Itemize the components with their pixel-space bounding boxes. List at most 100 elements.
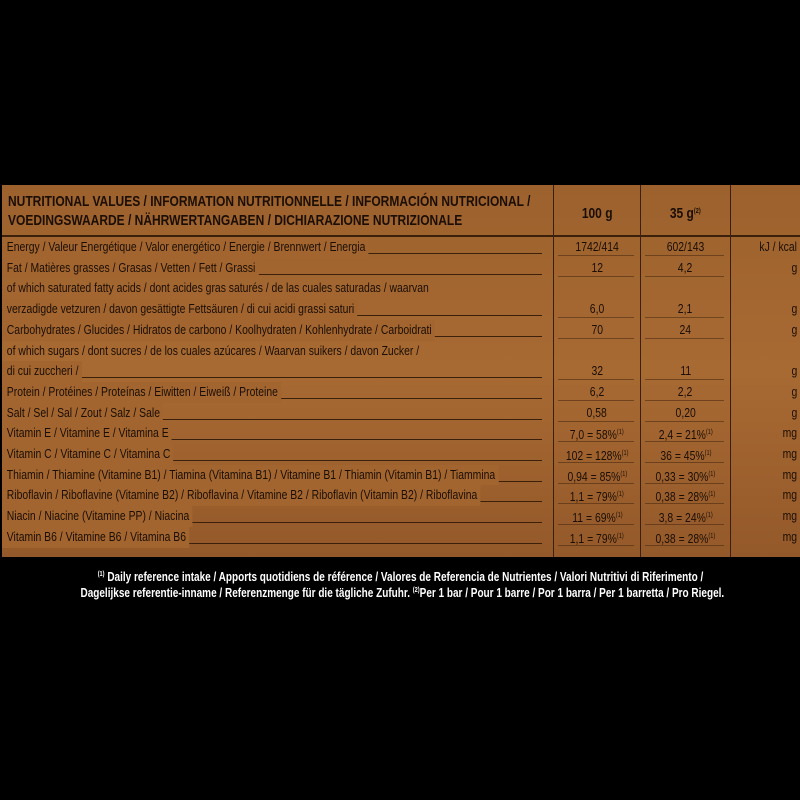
value-ref: (1)	[617, 532, 624, 540]
leader-line	[8, 418, 542, 420]
per100-value: 6,0	[554, 299, 640, 320]
row-label: Carbohydrates / Glucides / Hidratos de c…	[2, 319, 550, 341]
value-rule	[645, 399, 724, 401]
footnote-text: Dagelijkse referentie-inname / Referenzm…	[80, 586, 411, 600]
value-text: 0,58	[586, 404, 608, 420]
value-rule	[645, 379, 724, 381]
label-text: Riboflavin / Riboflavine (Vitamine B2) /…	[2, 485, 481, 507]
value-rule	[645, 462, 724, 463]
value-ref: (1)	[708, 491, 716, 499]
per35-value: 24	[641, 320, 730, 341]
value-wrap: 7,0 = 58%(1)	[570, 423, 624, 446]
row-label: Protein / Protéines / Proteínas / Eiwitt…	[2, 381, 550, 403]
per35-value: 11	[641, 361, 730, 382]
footnote-text: Daily reference intake / Apports quotidi…	[106, 570, 703, 584]
per100-value: 0,58	[554, 403, 640, 424]
per35-value: 0,38 = 28%(1)	[641, 485, 730, 508]
leader-line	[8, 542, 542, 544]
value-text: 36 = 45%	[659, 448, 705, 463]
label-text: of which saturated fatty acids / dont ac…	[6, 280, 429, 296]
value-wrap: 36 = 45%(1)	[660, 444, 711, 467]
value-rule	[645, 482, 724, 484]
value-wrap: 1,1 = 79%(1)	[570, 527, 624, 550]
value-rule	[558, 275, 634, 277]
value-rule	[645, 544, 724, 546]
value-wrap: 1742/414	[575, 237, 618, 258]
value-wrap: 0,38 = 28%(1)	[656, 527, 716, 550]
per35-value: 4,2	[641, 258, 730, 279]
unit: kJ / kcal	[731, 237, 797, 258]
value-rule	[558, 379, 634, 381]
per100-value: 0,94 = 85%(1)	[554, 465, 640, 488]
value-wrap: 6,2	[590, 382, 604, 403]
value-wrap: 3,8 = 24%(1)	[659, 506, 713, 529]
column-separator	[730, 185, 731, 557]
label-text: Thiamin / Thiamine (Vitamine B1) / Tiami…	[2, 464, 499, 486]
value-wrap: 2,4 = 21%(1)	[659, 423, 713, 446]
row-label: of which sugars / dont sucres / de los c…	[2, 341, 550, 362]
value-rule	[645, 420, 724, 422]
column-separator	[640, 185, 641, 557]
value-wrap: 70	[591, 320, 603, 341]
value-rule	[558, 524, 634, 526]
per35-header: 35 g(2)	[641, 205, 730, 222]
label-text: of which sugars / dont sucres / de los c…	[6, 342, 420, 358]
value-wrap: 32	[591, 361, 603, 382]
row-label: of which saturated fatty acids / dont ac…	[2, 278, 550, 299]
value-ref: (1)	[705, 512, 713, 520]
value-rule	[558, 255, 634, 256]
row-label: Niacin / Niacine (Vitamine PP) / Niacina	[2, 506, 550, 527]
unit-text: mg	[782, 487, 797, 503]
value-text: 6,0	[589, 301, 605, 317]
value-rule	[558, 399, 634, 401]
value-text: 11 = 69%	[571, 510, 616, 526]
value-rule	[645, 275, 724, 277]
header-rule	[2, 235, 800, 237]
value-wrap: 0,20	[675, 403, 695, 424]
row-label: Riboflavin / Riboflavine (Vitamine B2) /…	[2, 485, 550, 507]
value-ref: (1)	[708, 532, 716, 540]
per100-value: 11 = 69%(1)	[554, 506, 640, 529]
unit: g	[731, 382, 797, 403]
value-text: 2,2	[678, 383, 693, 399]
value-wrap: 602/143	[667, 237, 705, 258]
unit-text: g	[791, 383, 797, 399]
value-text: 0,33 = 30%	[655, 468, 709, 484]
value-rule	[645, 503, 724, 505]
value-ref: (1)	[704, 450, 712, 457]
value-wrap: 0,38 = 28%(1)	[656, 485, 716, 508]
per35-value: 0,38 = 28%(1)	[641, 527, 730, 550]
value-text: 6,2	[589, 383, 605, 399]
value-wrap: 0,58	[587, 403, 607, 424]
label-text: Vitamin E / Vitamine E / Vitamina E	[2, 423, 172, 444]
value-wrap: 11	[680, 361, 691, 382]
footnote-ref: (1)	[97, 571, 105, 578]
value-text: 4,2	[678, 259, 693, 275]
unit-text: g	[791, 404, 797, 420]
value-text: 12	[591, 259, 603, 275]
label-text: Vitamin B6 / Vitamine B6 / Vitamina B6	[2, 526, 190, 548]
value-text: 70	[591, 321, 603, 337]
value-wrap: 11 = 69%(1)	[572, 506, 622, 529]
label-text: verzadigde vetzuren / davon gesättigte F…	[2, 299, 358, 320]
unit: g	[731, 299, 797, 320]
value-rule	[558, 544, 634, 546]
value-wrap: 4,2	[678, 258, 692, 279]
nutrition-table: NUTRITIONAL VALUES / INFORMATION NUTRITI…	[2, 185, 800, 557]
per100-value: 70	[554, 320, 640, 341]
title-line: NUTRITIONAL VALUES / INFORMATION NUTRITI…	[8, 193, 531, 210]
value-ref: (1)	[708, 470, 716, 478]
value-wrap: 0,94 = 85%(1)	[567, 465, 627, 488]
unit: mg	[731, 465, 797, 486]
per100-header: 100 g	[554, 205, 640, 222]
per35-value: 2,4 = 21%(1)	[641, 423, 730, 446]
value-text: 3,8 = 24%	[658, 510, 706, 526]
title-line: VOEDINGSWAARDE / NÄHRWERTANGABEN / DICHI…	[8, 212, 463, 229]
header-title: NUTRITIONAL VALUES / INFORMATION NUTRITI…	[8, 192, 661, 230]
unit-text: kJ / kcal	[759, 239, 797, 254]
unit: g	[731, 258, 797, 279]
label-text: di cui zuccheri /	[2, 361, 82, 382]
value-text: 602/143	[666, 239, 705, 254]
value-text: 24	[679, 321, 692, 337]
